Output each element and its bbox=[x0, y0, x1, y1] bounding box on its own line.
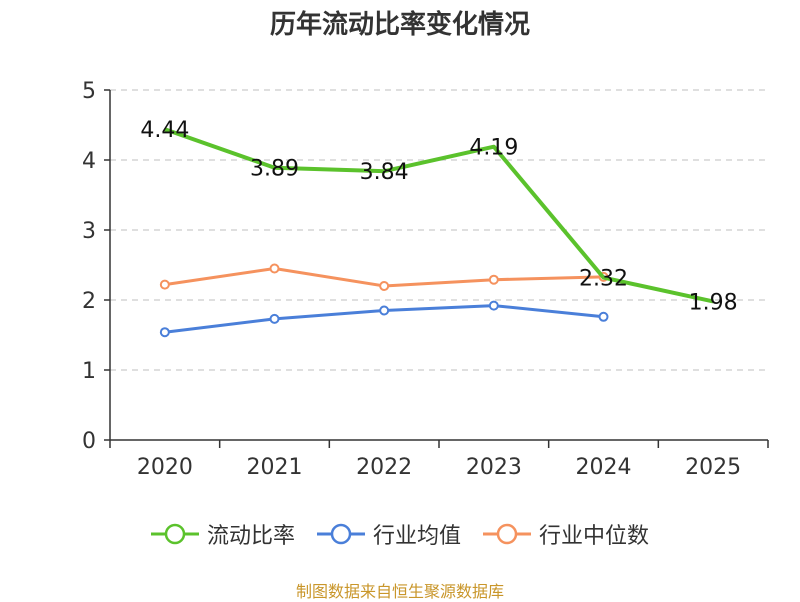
data-point bbox=[159, 279, 170, 290]
legend-symbol-icon bbox=[483, 523, 531, 545]
data-label: 3.84 bbox=[360, 160, 409, 185]
data-point bbox=[488, 274, 499, 285]
y-tick-label: 0 bbox=[82, 429, 96, 454]
data-labels: 4.44 3.89 3.84 4.19 2.32 1.98 bbox=[140, 118, 737, 315]
x-tick-label: 2020 bbox=[137, 455, 193, 480]
data-point bbox=[379, 281, 390, 291]
source-note: 制图数据来自恒生聚源数据库 bbox=[295, 582, 504, 601]
x-tick-label: 2021 bbox=[247, 455, 303, 480]
data-label: 1.98 bbox=[689, 290, 738, 315]
legend-item[interactable]: 行业均值 bbox=[316, 518, 461, 550]
legend-item[interactable]: 行业中位数 bbox=[483, 518, 649, 550]
y-tick-label: 3 bbox=[82, 219, 96, 244]
data-point bbox=[159, 327, 170, 338]
series-lines bbox=[159, 127, 714, 338]
data-point bbox=[379, 305, 390, 316]
y-tick-label: 1 bbox=[82, 359, 96, 384]
legend-label: 行业均值 bbox=[372, 524, 461, 549]
legend-marker bbox=[164, 523, 186, 545]
chart-title: 历年流动比率变化情况 bbox=[269, 10, 530, 40]
data-point bbox=[488, 300, 499, 311]
legend-item[interactable]: 流动比率 bbox=[150, 518, 295, 550]
legend: 流动比率 行业均值 行业中位数 bbox=[0, 518, 800, 550]
legend-marker bbox=[496, 523, 518, 545]
legend-marker bbox=[330, 523, 352, 545]
legend-label: 流动比率 bbox=[206, 524, 295, 549]
x-tick-label: 2022 bbox=[356, 455, 412, 480]
x-tick-label: 2024 bbox=[576, 455, 632, 480]
data-label: 2.32 bbox=[579, 267, 628, 292]
y-tick-label: 4 bbox=[82, 149, 96, 174]
y-tick-label: 2 bbox=[82, 289, 96, 314]
data-label: 4.19 bbox=[469, 136, 518, 161]
legend-symbol-icon bbox=[316, 523, 365, 545]
data-label: 4.44 bbox=[140, 118, 189, 143]
axes: 0 1 2 3 4 5 2020 2021 2022 2023 2024 2025 bbox=[82, 79, 769, 480]
data-point bbox=[598, 311, 609, 322]
legend-symbol-icon bbox=[150, 523, 199, 545]
data-point bbox=[269, 313, 280, 324]
data-point bbox=[269, 263, 280, 274]
x-tick-label: 2025 bbox=[685, 455, 741, 480]
x-tick-label: 2023 bbox=[466, 455, 522, 480]
data-label: 3.89 bbox=[250, 157, 299, 182]
y-tick-label: 5 bbox=[82, 79, 96, 104]
legend-label: 行业中位数 bbox=[539, 524, 650, 549]
series-line-0 bbox=[164, 127, 714, 304]
